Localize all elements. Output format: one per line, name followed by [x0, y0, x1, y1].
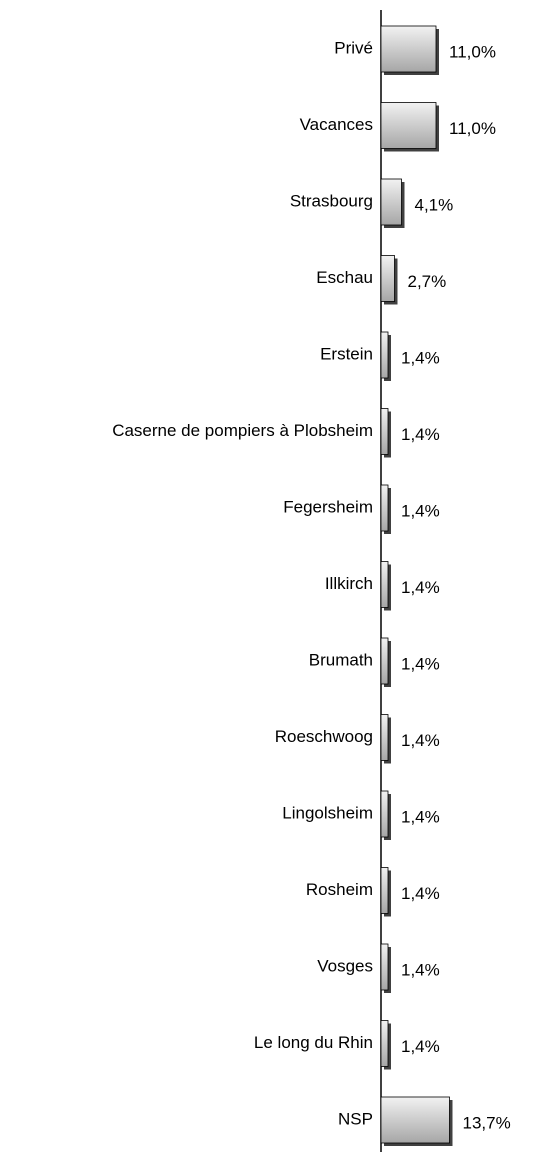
- value-label: 1,4%: [401, 884, 440, 903]
- value-label: 1,4%: [401, 731, 440, 750]
- category-label: NSP: [338, 1109, 373, 1128]
- bar: [380, 790, 389, 838]
- category-label: Erstein: [320, 344, 373, 363]
- bar: [380, 637, 389, 685]
- bar: [380, 561, 389, 608]
- category-label: Eschau: [316, 268, 373, 287]
- bar: [380, 102, 437, 149]
- value-label: 1,4%: [401, 348, 440, 367]
- value-label: 1,4%: [401, 578, 440, 597]
- value-label: 1,4%: [401, 807, 440, 826]
- category-label: Lingolsheim: [282, 803, 373, 822]
- bar: [380, 1096, 450, 1144]
- category-label: Vacances: [300, 115, 373, 134]
- value-label: 1,4%: [401, 425, 440, 444]
- value-label: 2,7%: [408, 272, 447, 291]
- category-label: Caserne de pompiers à Plobsheim: [112, 421, 373, 440]
- value-label: 1,4%: [401, 1037, 440, 1056]
- bar: [380, 25, 437, 73]
- bar: [380, 484, 389, 532]
- category-label: Privé: [334, 38, 373, 57]
- value-label: 11,0%: [449, 119, 496, 138]
- value-label: 11,0%: [449, 42, 496, 61]
- value-label: 1,4%: [401, 654, 440, 673]
- category-label: Strasbourg: [290, 191, 373, 210]
- value-label: 13,7%: [463, 1113, 511, 1132]
- bar: [380, 1020, 389, 1067]
- bar: [380, 331, 389, 379]
- category-label: Illkirch: [325, 574, 373, 593]
- bar: [380, 255, 395, 302]
- category-label: Rosheim: [306, 880, 373, 899]
- bar: [380, 714, 389, 761]
- category-label: Le long du Rhin: [254, 1033, 373, 1052]
- value-label: 4,1%: [415, 195, 454, 214]
- category-label: Vosges: [317, 956, 373, 975]
- category-label: Brumath: [309, 650, 373, 669]
- bar: [380, 408, 389, 455]
- value-label: 1,4%: [401, 960, 440, 979]
- bar: [380, 178, 402, 226]
- bar: [380, 867, 389, 914]
- bar: [380, 943, 389, 991]
- category-label: Fegersheim: [283, 497, 373, 516]
- category-label: Roeschwoog: [275, 727, 373, 746]
- value-label: 1,4%: [401, 501, 440, 520]
